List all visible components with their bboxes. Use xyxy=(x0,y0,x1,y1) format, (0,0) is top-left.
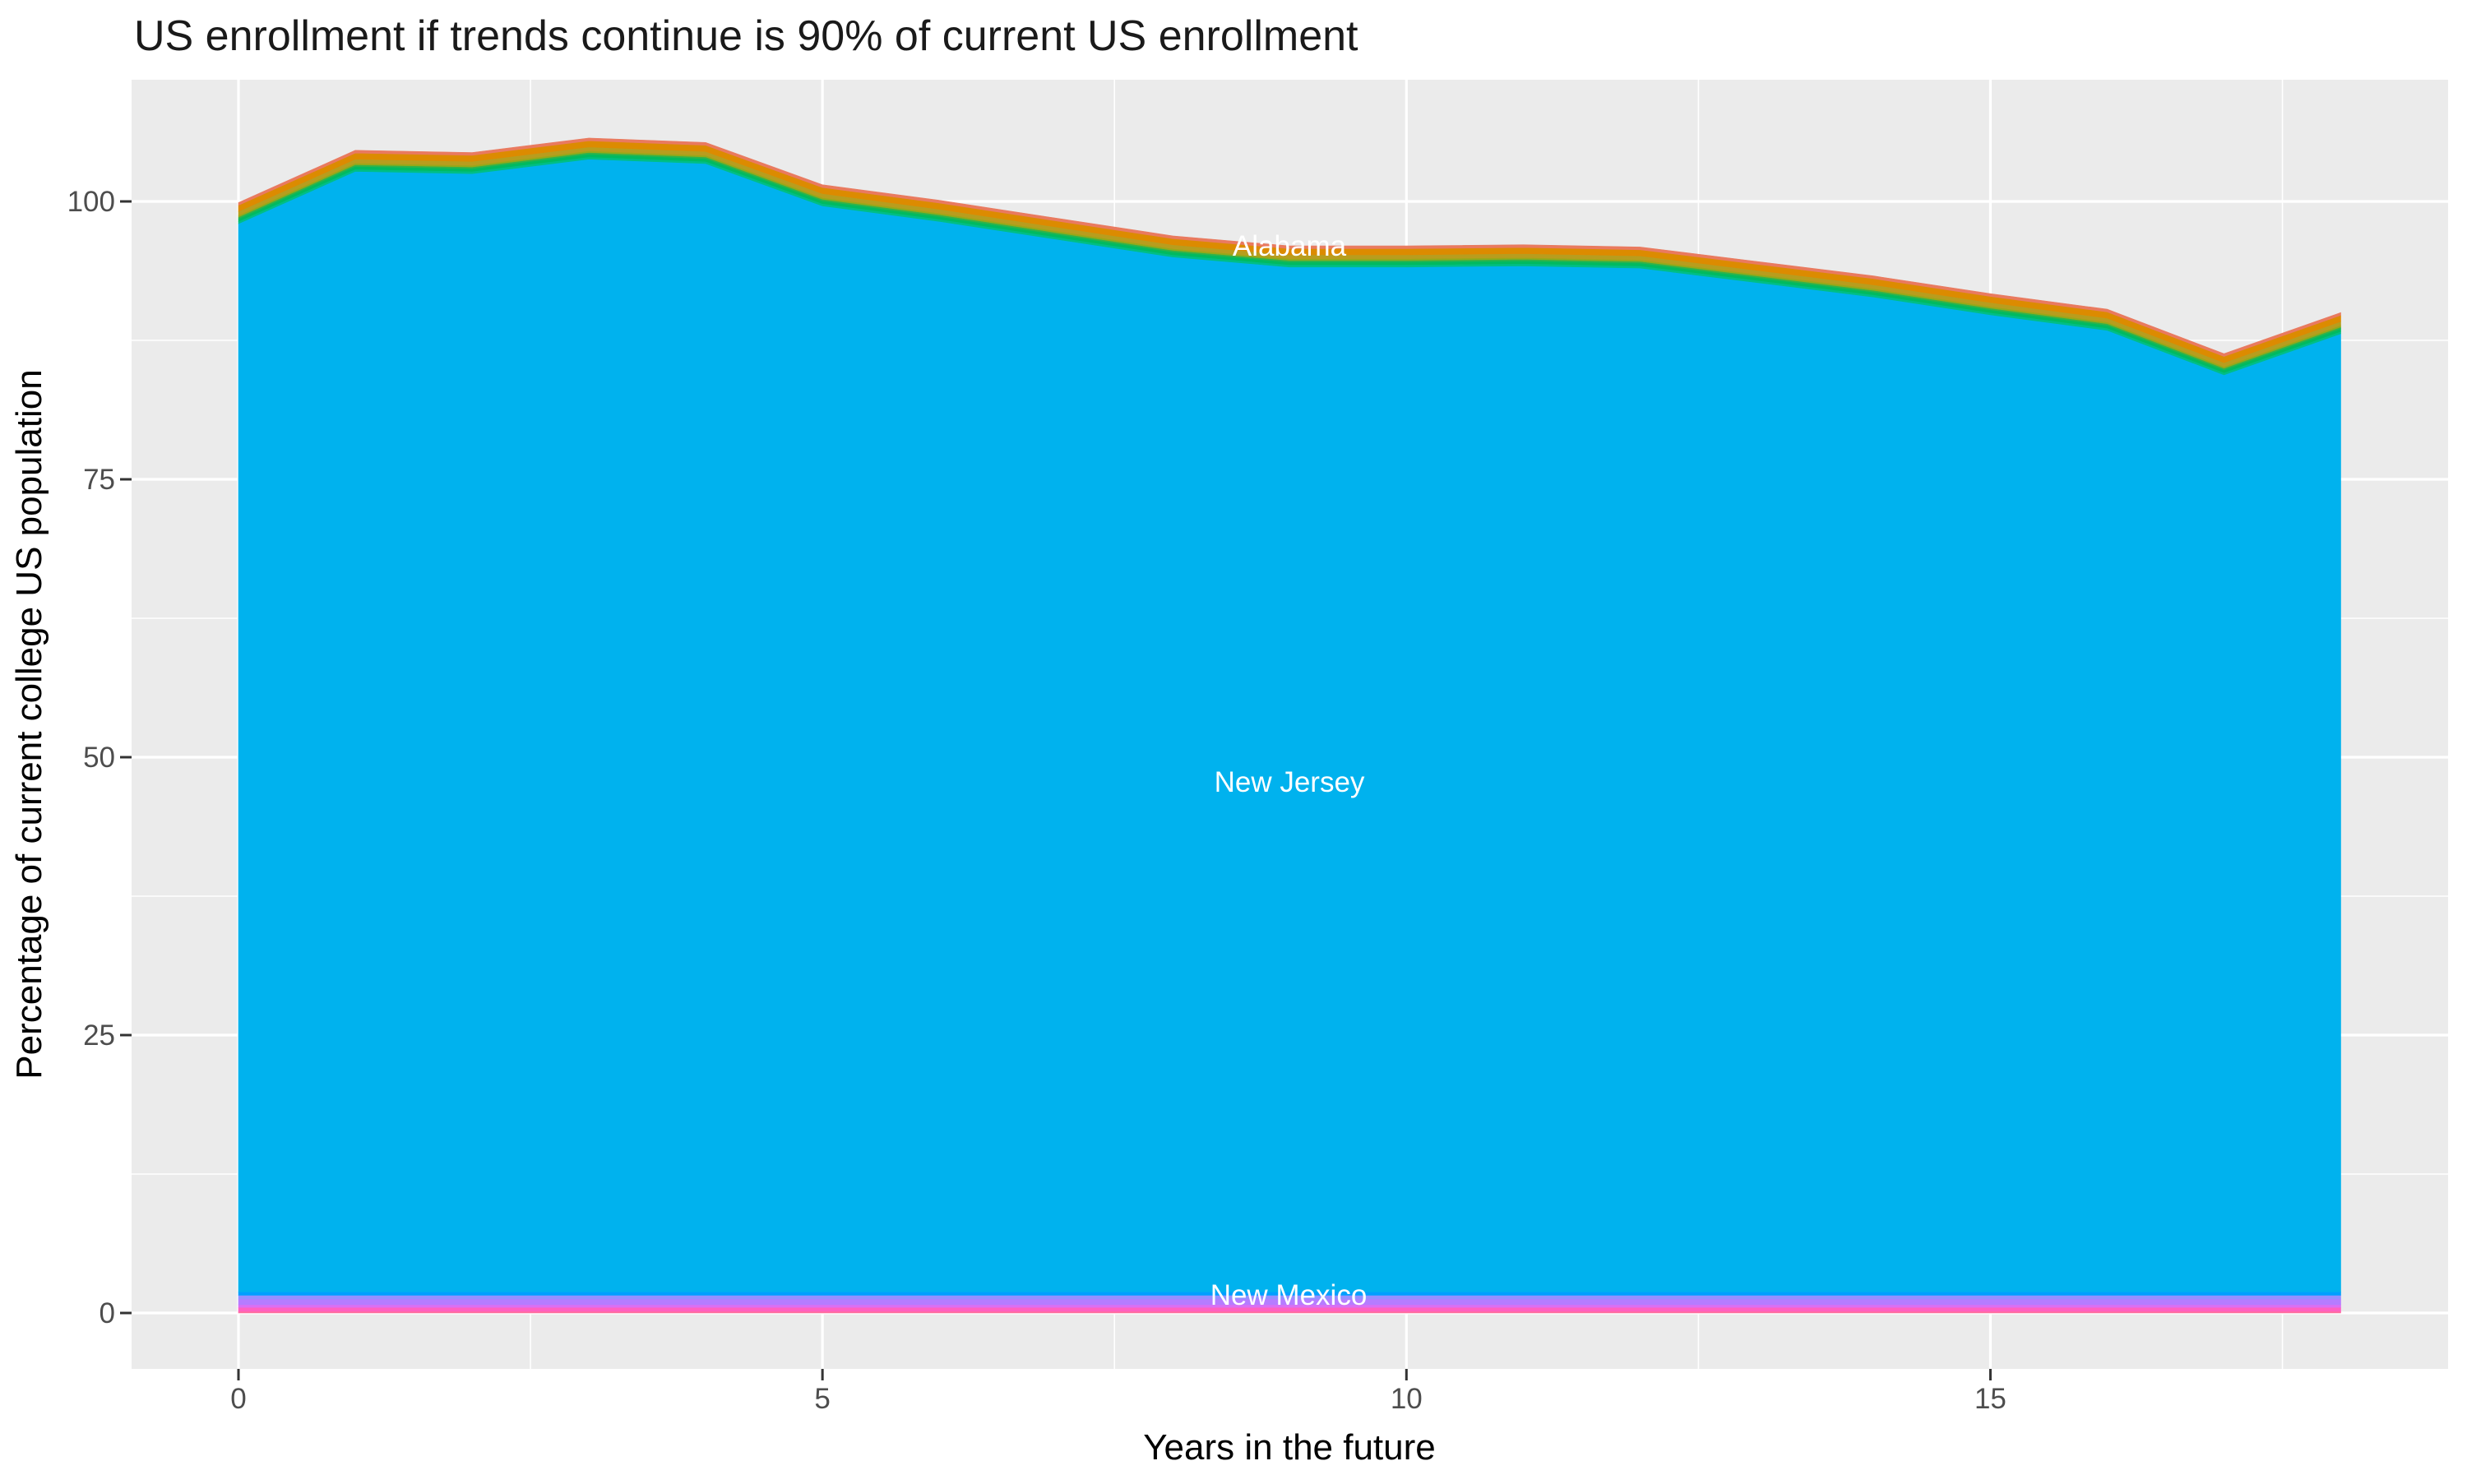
x-tick-label-15: 15 xyxy=(1974,1383,2006,1415)
area-label-alabama: Alabama xyxy=(1232,230,1347,262)
plot-title: US enrollment if trends continue is 90% … xyxy=(134,12,1358,60)
y-tick-label-75: 75 xyxy=(83,464,115,496)
y-tick-label-100: 100 xyxy=(67,186,115,218)
area-series-new-jersey xyxy=(238,159,2341,1292)
x-tick-label-0: 0 xyxy=(230,1383,247,1415)
x-tick-label-5: 5 xyxy=(814,1383,831,1415)
y-tick-label-0: 0 xyxy=(99,1297,115,1329)
area-label-new-jersey: New Jersey xyxy=(1214,766,1365,798)
x-axis-title: Years in the future xyxy=(1143,1427,1436,1468)
y-tick-label-50: 50 xyxy=(83,742,115,774)
x-tick-label-10: 10 xyxy=(1390,1383,1423,1415)
area-series-alabama xyxy=(238,137,2341,357)
area-label-new-mexico: New Mexico xyxy=(1210,1279,1368,1311)
y-tick-label-25: 25 xyxy=(83,1019,115,1052)
